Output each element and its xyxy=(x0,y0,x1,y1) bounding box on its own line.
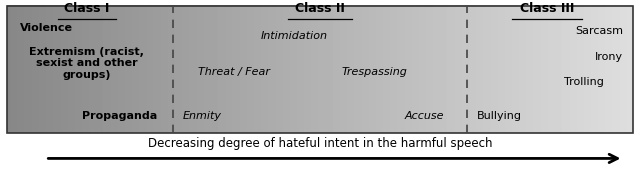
Text: Class III: Class III xyxy=(520,2,574,15)
Text: Extremism (racist,
sexist and other
groups): Extremism (racist, sexist and other grou… xyxy=(29,47,145,80)
Text: Enmity: Enmity xyxy=(182,111,221,121)
Text: Accuse: Accuse xyxy=(405,111,445,121)
Text: Sarcasm: Sarcasm xyxy=(575,26,623,36)
Text: Violence: Violence xyxy=(20,23,73,33)
Text: Class I: Class I xyxy=(64,2,109,15)
Text: Intimidation: Intimidation xyxy=(261,31,328,41)
Text: Bullying: Bullying xyxy=(476,111,522,121)
Text: Trespassing: Trespassing xyxy=(341,67,407,77)
Bar xyxy=(7,6,633,133)
Text: Decreasing degree of hateful intent in the harmful speech: Decreasing degree of hateful intent in t… xyxy=(148,137,492,150)
Text: Irony: Irony xyxy=(595,52,623,62)
Text: Trolling: Trolling xyxy=(564,77,604,87)
Text: Class II: Class II xyxy=(295,2,345,15)
Text: Propaganda: Propaganda xyxy=(82,111,157,121)
Text: Threat / Fear: Threat / Fear xyxy=(198,67,270,77)
